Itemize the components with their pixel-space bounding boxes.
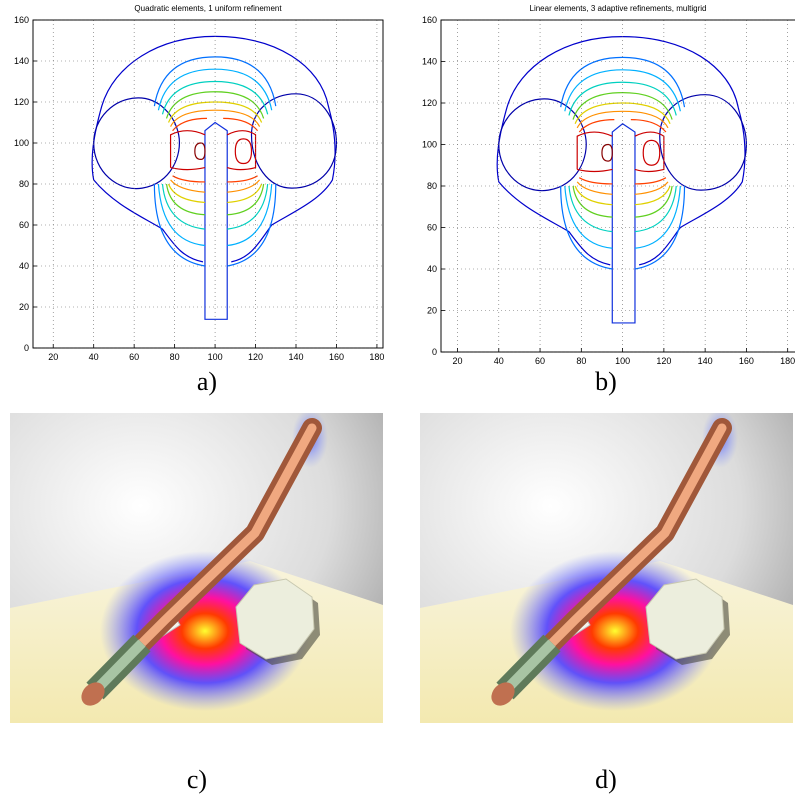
- chart-title: Quadratic elements, 1 uniform refinement: [134, 4, 282, 13]
- y-tick-label: 20: [427, 306, 437, 316]
- y-tick-label: 120: [422, 98, 437, 108]
- y-tick-label: 40: [19, 261, 29, 271]
- figure: a) b) c) d) 20 40 60 80 100 120 140 160 180 0 20 40…: [0, 0, 795, 803]
- x-tick-label: 80: [170, 352, 180, 362]
- x-tick-label: 120: [656, 356, 671, 366]
- x-tick-label: 20: [48, 352, 58, 362]
- x-tick-label: 40: [89, 352, 99, 362]
- x-tick-label: 160: [739, 356, 754, 366]
- x-tick-label: 160: [329, 352, 344, 362]
- x-tick-label: 100: [208, 352, 223, 362]
- y-tick-label: 120: [14, 97, 29, 107]
- caption: b): [595, 367, 617, 396]
- y-tick-label: 140: [14, 56, 29, 66]
- y-tick-label: 60: [427, 223, 437, 233]
- caption: c): [187, 765, 207, 794]
- y-tick-label: 40: [427, 264, 437, 274]
- x-tick-label: 140: [698, 356, 713, 366]
- x-tick-label: 140: [288, 352, 303, 362]
- plot: 20 40 60 80 100 120 140 160 180 0 20 40 60 80 100 120 14…: [422, 4, 795, 366]
- x-tick-label: 40: [494, 356, 504, 366]
- x-tick-label: 180: [369, 352, 384, 362]
- y-tick-label: 80: [427, 181, 437, 191]
- y-tick-label: 160: [14, 15, 29, 25]
- y-tick-label: 160: [422, 15, 437, 25]
- caption: a): [197, 367, 217, 396]
- y-tick-label: 100: [14, 138, 29, 148]
- x-tick-label: 80: [576, 356, 586, 366]
- y-tick-label: 0: [24, 343, 29, 353]
- y-tick-label: 80: [19, 179, 29, 189]
- plot: 20 40 60 80 100 120 140 160 180 0 20 40 60 80 100 120 14…: [14, 4, 384, 362]
- rendering: [10, 408, 383, 723]
- chart-title: Linear elements, 3 adaptive refinements,…: [530, 4, 707, 13]
- y-tick-label: 20: [19, 302, 29, 312]
- caption: d): [595, 765, 617, 794]
- x-tick-label: 60: [129, 352, 139, 362]
- x-tick-label: 120: [248, 352, 263, 362]
- y-tick-label: 60: [19, 220, 29, 230]
- y-tick-label: 100: [422, 140, 437, 150]
- y-tick-label: 140: [422, 57, 437, 67]
- x-tick-label: 60: [535, 356, 545, 366]
- x-tick-label: 100: [615, 356, 630, 366]
- rendering: [420, 408, 793, 723]
- y-tick-label: 0: [432, 347, 437, 357]
- x-tick-label: 20: [453, 356, 463, 366]
- x-tick-label: 180: [780, 356, 795, 366]
